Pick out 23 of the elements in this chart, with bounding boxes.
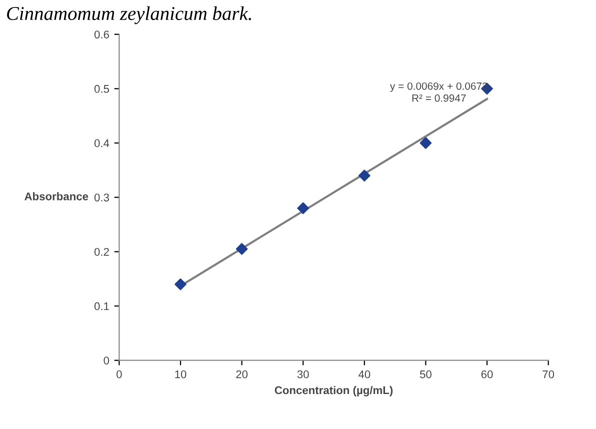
point [297,202,309,214]
x-tick-label: 20 [236,370,248,378]
y-axis-title: Absorbance [24,192,88,200]
x-tick-label: 60 [481,370,493,378]
y-tick-label: 0.2 [94,248,109,256]
x-axis-title: Concentration (µg/mL) [274,386,393,396]
point [236,243,248,255]
y-tick-label: 0 [104,356,110,364]
point [420,137,432,149]
x-tick-label: 50 [420,370,432,378]
y-tick-label: 0.5 [94,84,110,93]
text: Cinnamomum zeylanicum bark. [7,6,252,24]
x-tick-label: 40 [358,370,370,378]
y-tick-label: 0.6 [94,30,109,38]
point [358,170,370,182]
x-tick-label: 0 [116,370,122,378]
y-tick-label: 0.1 [94,302,109,310]
x-tick-label: 70 [542,370,554,378]
y-tick-label: 0.3 [94,194,109,202]
x-tick-label: 10 [175,370,186,378]
x-tick-label: 30 [297,370,309,378]
point [174,278,186,290]
y-tick-label: 0.4 [94,139,110,148]
